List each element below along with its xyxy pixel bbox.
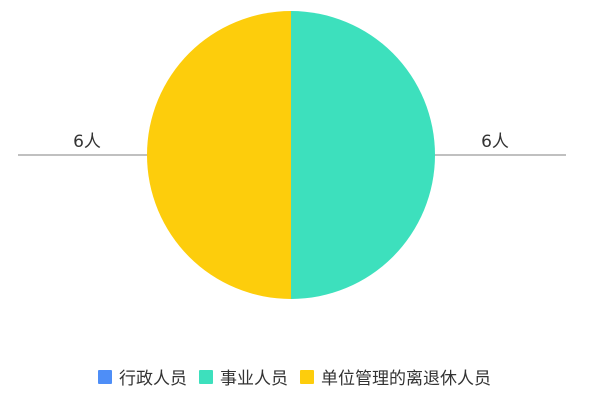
pie-slices	[147, 11, 435, 299]
data-label-1: 6人	[481, 132, 509, 152]
legend-label-2: 单位管理的离退休人员	[321, 369, 491, 389]
chart-legend: 行政人员 事业人员 单位管理的离退休人员	[0, 364, 589, 389]
pie-slice-1	[291, 11, 435, 299]
legend-label-0: 行政人员	[119, 369, 187, 389]
data-label-2: 6人	[73, 132, 101, 152]
data-labels: 6人 6人	[18, 132, 566, 156]
legend-swatch-1	[199, 369, 213, 384]
legend-item-0[interactable]: 行政人员	[98, 364, 187, 389]
legend-item-2[interactable]: 单位管理的离退休人员	[300, 364, 491, 389]
legend-swatch-0	[98, 369, 112, 384]
legend-item-1[interactable]: 事业人员	[199, 364, 288, 389]
legend-swatch-2	[300, 369, 314, 384]
legend-label-1: 事业人员	[220, 369, 288, 389]
pie-slice-2	[147, 11, 291, 299]
